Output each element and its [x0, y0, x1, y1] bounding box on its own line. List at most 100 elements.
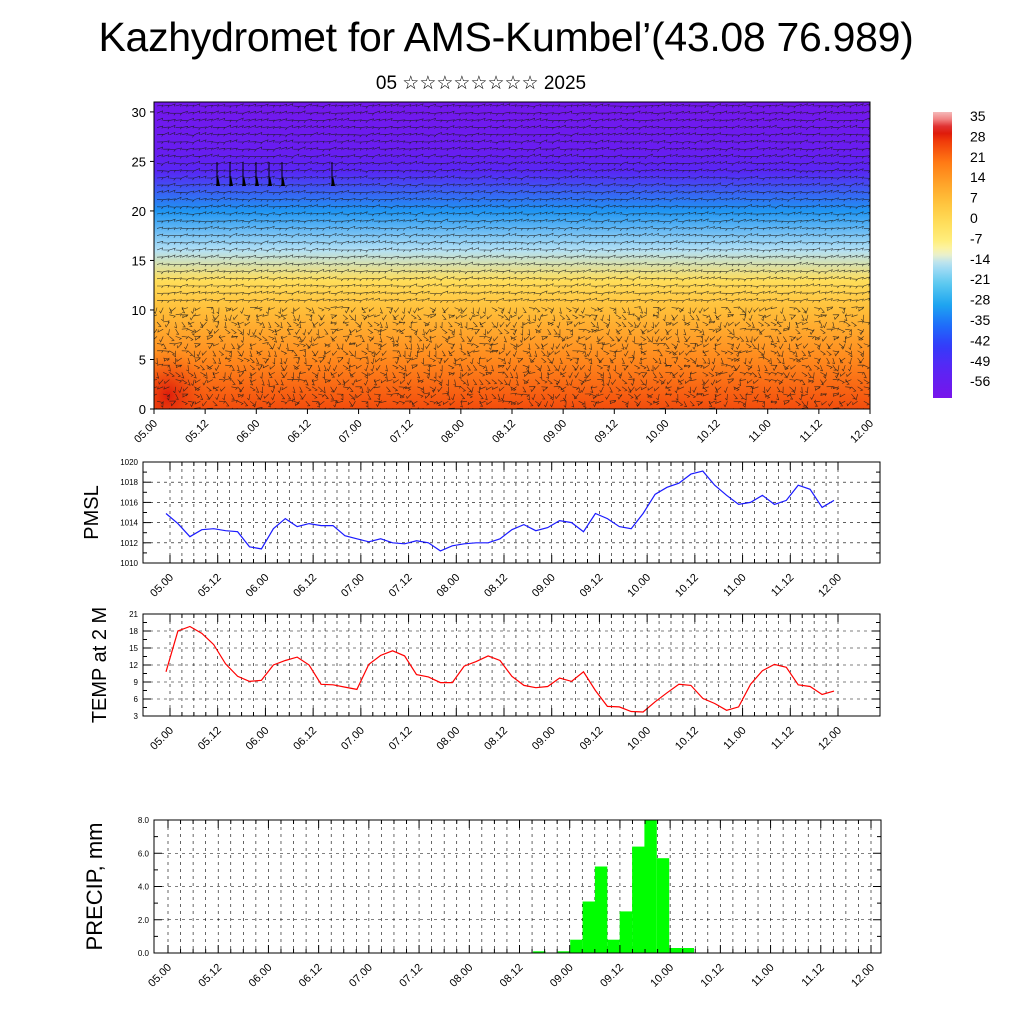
temp-x-tick-label: 07.12 [387, 725, 415, 753]
colorbar-label: -56 [970, 373, 990, 389]
precip-bar [557, 951, 571, 953]
chart-date: 05 ☆☆☆☆☆☆☆☆ 2025 [375, 73, 587, 94]
precip-bar [632, 846, 645, 953]
precip-x-tick-label: 08.00 [447, 962, 475, 990]
profile-x-tick-label: 08.00 [439, 418, 467, 446]
profile-x-tick-label: 07.00 [337, 418, 365, 446]
pmsl-panel: 1010 1012 1014 1016 1018 1020 05.00 05.12 06.00 0… [81, 458, 881, 600]
colorbar-label: 21 [970, 149, 986, 165]
temp-x-tick-label: 05.00 [148, 725, 176, 753]
precip-bar [533, 951, 546, 953]
colorbar-label: 0 [970, 210, 978, 226]
temp-y-tick-label: 6 [134, 695, 139, 704]
precip-bar [681, 948, 694, 953]
profile-y-tick-label: 20 [132, 204, 146, 219]
precip-y-tick-label: 6.0 [138, 849, 150, 858]
pmsl-y-axis-title: PMSL [81, 485, 103, 539]
strong-wind-flags [216, 162, 335, 186]
pmsl-x-tick-label: 09.12 [578, 572, 606, 600]
precip-x-tick-label: 05.12 [196, 962, 224, 990]
precip-panel: 0.0 2.0 4.0 6.0 8.0 05.00 05.12 06.00 06.12 07.00… [82, 816, 882, 990]
precip-bar [656, 858, 670, 953]
pmsl-x-tick-label: 08.12 [482, 572, 510, 600]
temp-x-tick-label: 05.12 [196, 725, 224, 753]
pmsl-x-tick-label: 09.00 [530, 572, 558, 600]
colorbar-label: 35 [970, 108, 986, 124]
precip-x-tick-label: 07.00 [347, 962, 375, 990]
pmsl-y-tick-label: 1018 [120, 478, 138, 487]
pmsl-y-tick-label: 1014 [120, 519, 138, 528]
precip-x-tick-label: 10.12 [699, 962, 727, 990]
profile-x-tick-label: 10.00 [644, 418, 672, 446]
profile-x-tick-label: 05.00 [132, 418, 160, 446]
profile-y-tick-label: 15 [132, 253, 146, 268]
precip-y-tick-label: 4.0 [138, 883, 150, 892]
pmsl-x-tick-label: 11.00 [721, 572, 748, 599]
temp-x-tick-label: 06.00 [244, 725, 272, 753]
profile-x-tick-label: 09.00 [541, 418, 569, 446]
pmsl-x-tick-label: 12.00 [816, 572, 844, 600]
profile-y-tick-label: 10 [132, 303, 146, 318]
pmsl-x-tick-label: 07.12 [387, 572, 415, 600]
profile-x-tick-label: 12.00 [848, 418, 876, 446]
precip-bar [644, 820, 657, 953]
precip-x-tick-label: 09.00 [548, 962, 576, 990]
temp-x-tick-label: 08.12 [482, 725, 510, 753]
profile-x-tick-label: 09.12 [592, 418, 620, 446]
pmsl-x-tick-label: 07.00 [339, 572, 367, 600]
pmsl-x-tick-label: 06.00 [244, 572, 272, 600]
pmsl-x-tick-label: 10.12 [673, 572, 701, 600]
precip-bar [669, 948, 682, 953]
temp-x-tick-label: 12.00 [816, 725, 844, 753]
precip-y-tick-label: 8.0 [138, 816, 150, 825]
temperature-field [154, 102, 870, 409]
profile-y-tick-label: 5 [139, 352, 146, 367]
colorbar: 35 28 21 14 7 0 -7 -14 -21 -28 -35 -42 -49 -56 [933, 108, 990, 398]
temp-x-tick-label: 08.00 [434, 725, 462, 753]
colorbar-label: 14 [970, 169, 986, 185]
colorbar-label: -42 [970, 332, 990, 348]
profile-x-tick-label: 05.12 [183, 418, 211, 446]
pmsl-x-tick-label: 05.12 [196, 572, 224, 600]
pmsl-line [165, 470, 835, 552]
precip-x-tick-label: 05.00 [146, 962, 174, 990]
precip-x-tick-label: 11.12 [800, 962, 827, 989]
temp-x-tick-label: 10.12 [673, 725, 701, 753]
temp-y-tick-label: 15 [129, 644, 138, 653]
chart-title: Kazhydromet for AMS-Kumbel’(43.08 76.989… [98, 14, 914, 60]
vertical-profile-panel: 0 5 10 15 20 25 30 05.00 05.12 06.00 06.12 07.00 07.… [132, 101, 876, 446]
colorbar-scale [933, 112, 952, 398]
temp-y-tick-label: 21 [129, 610, 138, 619]
pmsl-x-tick-label: 08.00 [434, 572, 462, 600]
profile-x-tick-label: 06.12 [286, 418, 314, 446]
pmsl-y-tick-label: 1016 [120, 498, 138, 507]
temp-y-tick-label: 3 [134, 712, 139, 721]
pmsl-y-tick-label: 1012 [120, 539, 138, 548]
temp-x-tick-label: 09.00 [530, 725, 558, 753]
colorbar-label: -49 [970, 353, 990, 369]
temp-y-tick-label: 9 [134, 678, 139, 687]
colorbar-label: -14 [970, 251, 990, 267]
pmsl-y-tick-label: 1010 [120, 559, 138, 568]
colorbar-label: -21 [970, 271, 990, 287]
pmsl-x-tick-label: 11.12 [769, 572, 796, 599]
precip-x-tick-label: 09.12 [598, 962, 626, 990]
precip-bar [607, 939, 620, 953]
pmsl-grid [143, 462, 880, 563]
colorbar-label: -7 [970, 230, 983, 246]
precip-y-axis-title: PRECIP, mm [82, 823, 107, 951]
pmsl-x-tick-label: 05.00 [148, 572, 176, 600]
precip-x-tick-label: 10.00 [648, 962, 676, 990]
profile-x-tick-label: 08.12 [490, 418, 518, 446]
temp-y-tick-label: 18 [129, 627, 138, 636]
profile-x-tick-label: 06.00 [234, 418, 262, 446]
temp-x-tick-label: 07.00 [339, 725, 367, 753]
profile-x-tick-label: 10.12 [695, 418, 723, 446]
precip-y-tick-label: 0.0 [138, 949, 150, 958]
temp-grid [143, 614, 880, 716]
pmsl-x-tick-label: 06.12 [291, 572, 319, 600]
colorbar-label: 7 [970, 190, 978, 206]
temp-x-tick-label: 10.00 [625, 725, 653, 753]
precip-bar [594, 866, 608, 953]
colorbar-label: 28 [970, 128, 986, 144]
